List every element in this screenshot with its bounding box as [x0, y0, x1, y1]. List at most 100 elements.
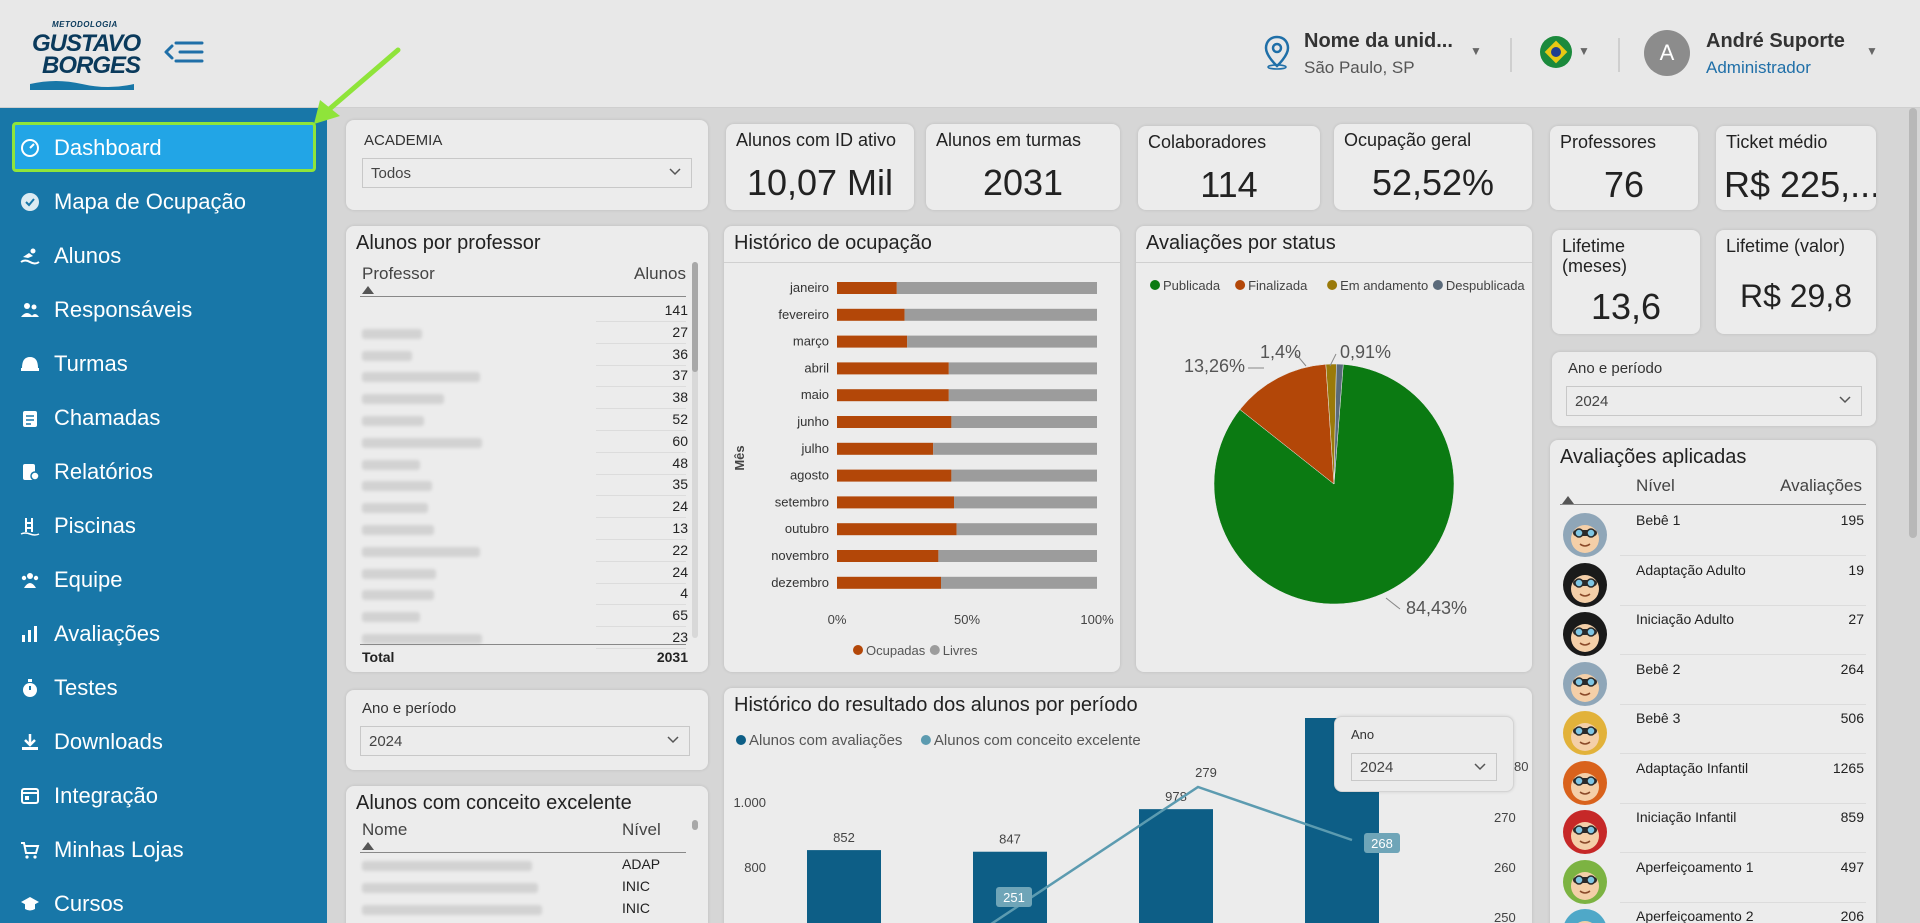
sidebar-item-downloads[interactable]: Downloads	[12, 716, 316, 766]
bar-livres[interactable]	[904, 308, 1097, 321]
sidebar-item-testes[interactable]: Testes	[12, 662, 316, 712]
logo-small-text: METODOLOGIA	[52, 20, 118, 29]
table-row[interactable]: Bebê 2 264	[1550, 657, 1876, 706]
bar-ocupadas[interactable]	[837, 442, 934, 455]
kpi-label: Lifetime (valor)	[1726, 236, 1846, 256]
bar-livres[interactable]	[907, 335, 1097, 348]
table-row[interactable]: Bebê 3 506	[1550, 706, 1876, 755]
legend-label[interactable]: Finalizada	[1248, 278, 1308, 293]
column-header-avaliacoes[interactable]: Avaliações	[1780, 476, 1862, 495]
blurred-professor-name	[362, 437, 482, 448]
bar-livres[interactable]	[933, 442, 1097, 455]
line-conceito-excelente[interactable]	[970, 785, 1353, 923]
pie-slice-finalizada[interactable]	[1239, 364, 1335, 485]
column-header-alunos[interactable]: Alunos	[634, 264, 686, 283]
blurred-professor-name	[362, 612, 420, 623]
legend-marker	[920, 735, 931, 745]
sidebar-item-integracao[interactable]: Integração	[12, 770, 316, 820]
bar-alunos-avaliacoes[interactable]	[1139, 809, 1213, 923]
resultado-card: Histórico do resultado dos alunos por pe…	[724, 688, 1532, 923]
bar-ocupadas[interactable]	[837, 362, 949, 375]
table-row[interactable]: Iniciação Adulto 27	[1550, 607, 1876, 656]
bar-ocupadas[interactable]	[837, 282, 897, 294]
table-row[interactable]: Adaptação Infantil 1265	[1550, 756, 1876, 805]
bar-ocupadas[interactable]	[837, 389, 949, 402]
bar-ocupadas[interactable]	[837, 523, 957, 536]
sidebar-item-relatorios[interactable]: Relatórios	[12, 446, 316, 496]
sidebar-item-minhas-lojas[interactable]: Minhas Lojas	[12, 824, 316, 874]
card-title: Alunos com conceito excelente	[356, 792, 632, 814]
language-selector[interactable]: ▼	[1538, 36, 1594, 70]
sidebar-item-dashboard[interactable]: Dashboard	[12, 122, 316, 172]
ano-dropdown[interactable]: 2024	[1566, 386, 1862, 416]
sidebar-item-turmas[interactable]: Turmas	[12, 338, 316, 388]
table-row[interactable]: Aperfeiçoamento 1 497	[1550, 855, 1876, 904]
unit-selector[interactable]: Nome da unid... São Paulo, SP ▼	[1262, 28, 1490, 84]
user-menu[interactable]: A André Suporte Administrador ▼	[1644, 28, 1884, 84]
kpi-ticket: Ticket médio R$ 225,...	[1716, 126, 1876, 210]
bar-livres[interactable]	[941, 576, 1097, 589]
scrollbar-thumb[interactable]	[692, 262, 698, 372]
sort-ascending-icon[interactable]	[362, 286, 374, 294]
ano-dropdown[interactable]: 2024	[1351, 753, 1497, 781]
bar-livres[interactable]	[948, 362, 1097, 375]
sort-ascending-icon[interactable]	[1562, 496, 1574, 504]
bar-ocupadas[interactable]	[837, 308, 905, 321]
legend-label[interactable]: Em andamento	[1340, 278, 1428, 293]
table-row[interactable]: Adaptação Adulto 19	[1550, 558, 1876, 607]
sidebar-item-mapa-de-ocupacao[interactable]: Mapa de Ocupação	[12, 176, 316, 226]
sidebar-item-alunos[interactable]: Alunos	[12, 230, 316, 280]
sidebar-item-piscinas[interactable]: Piscinas	[12, 500, 316, 550]
avaliacoes-count: 859	[1840, 809, 1864, 825]
bar-alunos-avaliacoes[interactable]	[807, 850, 881, 923]
legend-label[interactable]: Ocupadas	[866, 643, 926, 658]
blurred-professor-name	[362, 503, 428, 514]
sidebar-item-equipe[interactable]: Equipe	[12, 554, 316, 604]
column-header-professor[interactable]: Professor	[362, 264, 435, 283]
legend-label[interactable]: Livres	[943, 643, 978, 658]
sidebar-item-responsaveis[interactable]: Responsáveis	[12, 284, 316, 334]
page-scrollbar[interactable]	[1908, 108, 1918, 923]
bar-livres[interactable]	[896, 282, 1097, 294]
column-header-nome[interactable]: Nome	[362, 820, 408, 839]
table-row[interactable]: Iniciação Infantil 859	[1550, 805, 1876, 854]
bar-ocupadas[interactable]	[837, 335, 908, 348]
menu-collapse-icon[interactable]	[162, 36, 204, 68]
sidebar-item-chamadas[interactable]: Chamadas	[12, 392, 316, 442]
legend-label[interactable]: Despublicada	[1446, 278, 1526, 293]
page-scrollbar-thumb[interactable]	[1909, 108, 1917, 538]
bar-ocupadas[interactable]	[837, 550, 939, 562]
bar-ocupadas[interactable]	[837, 576, 941, 589]
bar-livres[interactable]	[938, 550, 1097, 562]
avaliacoes-aplicadas-card: Avaliações aplicadas Nível Avaliações Be…	[1550, 440, 1876, 923]
sidebar-item-label: Turmas	[54, 351, 128, 376]
bar-livres[interactable]	[956, 523, 1097, 536]
sidebar-item-cursos[interactable]: Cursos	[12, 878, 316, 923]
sort-ascending-icon[interactable]	[362, 842, 374, 850]
column-header-nivel[interactable]: Nível	[622, 820, 661, 839]
academia-dropdown[interactable]: Todos	[362, 158, 692, 188]
sidebar: Dashboard Mapa de Ocupação Alunos Responsáv…	[0, 108, 327, 923]
row-divider	[1620, 654, 1866, 655]
sidebar-item-avaliacoes[interactable]: Avaliações	[12, 608, 316, 658]
ano-dropdown[interactable]: 2024	[360, 726, 690, 756]
bar-livres[interactable]	[954, 496, 1097, 509]
bar-livres[interactable]	[951, 469, 1097, 482]
table-row[interactable]: Aperfeiçoamento 2 206	[1550, 904, 1876, 923]
bar-ocupadas[interactable]	[837, 496, 954, 509]
column-header-nivel[interactable]: Nível	[1636, 476, 1675, 495]
logo[interactable]: METODOLOGIA GUSTAVO BORGES	[30, 18, 141, 90]
pie-slice-despublicada[interactable]	[1333, 363, 1344, 485]
bar-ocupadas[interactable]	[837, 416, 952, 428]
bar-ocupadas[interactable]	[837, 469, 952, 482]
scrollbar[interactable]	[692, 262, 698, 638]
legend-label[interactable]: Alunos com conceito excelente	[934, 732, 1141, 749]
bar-livres[interactable]	[951, 416, 1097, 428]
legend-label[interactable]: Alunos com avaliações	[749, 732, 902, 749]
bar-livres[interactable]	[948, 389, 1097, 402]
table-row[interactable]: Bebê 1 195	[1550, 508, 1876, 557]
legend-label[interactable]: Publicada	[1163, 278, 1221, 293]
scrollbar-thumb[interactable]	[692, 820, 698, 830]
header-divider	[360, 296, 686, 297]
status-pie-chart: Publicada Finalizada Em andamento Despublic…	[1150, 278, 1526, 618]
